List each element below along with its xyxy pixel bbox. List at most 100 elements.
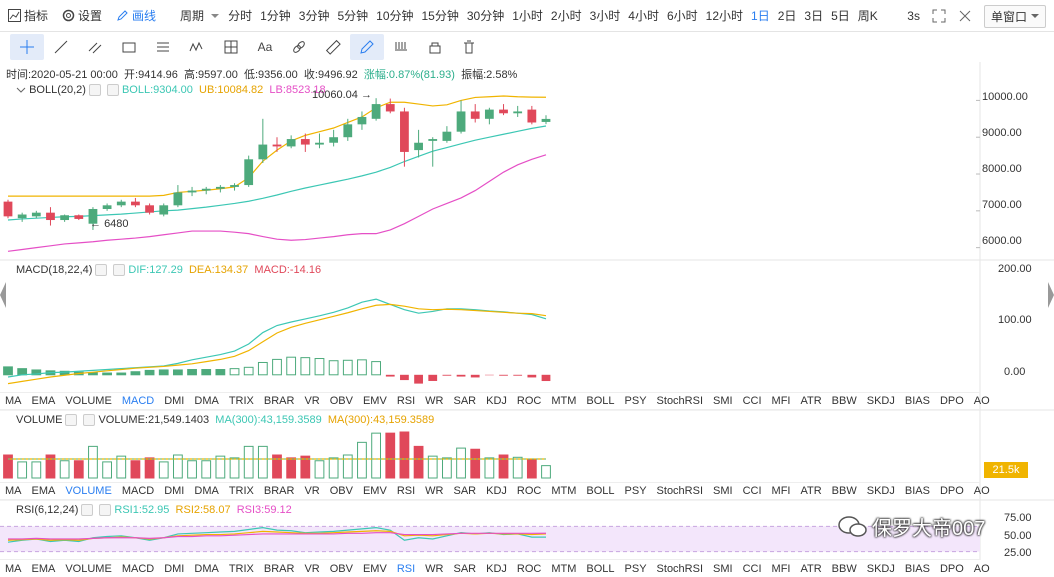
indicator-tab-macd[interactable]: MACD — [117, 485, 159, 497]
period-17[interactable]: 周K — [854, 7, 882, 24]
indicator-tab-dmi[interactable]: DMI — [159, 485, 189, 497]
close-icon[interactable] — [83, 414, 95, 426]
fullscreen-icon[interactable] — [932, 9, 946, 23]
period-10[interactable]: 4小时 — [624, 7, 663, 24]
indicator-tab-stochrsi[interactable]: StochRSI — [652, 485, 708, 497]
indicator-tab-ema[interactable]: EMA — [27, 485, 61, 497]
indicators-button[interactable]: 指标 — [8, 7, 48, 24]
horizontal-lines-tool[interactable] — [146, 34, 180, 60]
indicator-tab-mtm[interactable]: MTM — [546, 563, 581, 575]
indicator-tab-psy[interactable]: PSY — [620, 563, 652, 575]
indicator-tab-obv[interactable]: OBV — [325, 485, 358, 497]
indicator-tab-boll[interactable]: BOLL — [581, 485, 619, 497]
wave-tool[interactable] — [180, 34, 214, 60]
indicator-tab-wr[interactable]: WR — [420, 395, 448, 407]
indicator-tab-macd[interactable]: MACD — [117, 563, 159, 575]
indicator-tab-trix[interactable]: TRIX — [224, 563, 259, 575]
indicator-tab-dma[interactable]: DMA — [189, 395, 223, 407]
indicator-tab-mtm[interactable]: MTM — [546, 485, 581, 497]
indicator-tab-skdj[interactable]: SKDJ — [862, 563, 900, 575]
indicator-tab-sar[interactable]: SAR — [448, 563, 481, 575]
indicator-tab-macd[interactable]: MACD — [117, 395, 159, 407]
period-12[interactable]: 12小时 — [702, 7, 747, 24]
indicator-tab-cci[interactable]: CCI — [738, 485, 767, 497]
indicator-tab-mfi[interactable]: MFI — [767, 485, 796, 497]
indicator-tab-trix[interactable]: TRIX — [224, 395, 259, 407]
indicator-tab-ma[interactable]: MA — [0, 563, 27, 575]
indicator-tab-vr[interactable]: VR — [299, 563, 324, 575]
indicator-tab-atr[interactable]: ATR — [795, 395, 826, 407]
period-8[interactable]: 2小时 — [547, 7, 586, 24]
rectangle-tool[interactable] — [112, 34, 146, 60]
indicator-tab-obv[interactable]: OBV — [325, 395, 358, 407]
indicator-tab-ao[interactable]: AO — [969, 485, 995, 497]
indicator-tab-brar[interactable]: BRAR — [259, 563, 300, 575]
settings-icon[interactable] — [65, 414, 77, 426]
indicator-tab-bbw[interactable]: BBW — [827, 485, 862, 497]
period-1[interactable]: 1分钟 — [256, 7, 295, 24]
indicator-tab-mtm[interactable]: MTM — [546, 395, 581, 407]
indicator-tab-sar[interactable]: SAR — [448, 395, 481, 407]
window-mode-select[interactable]: 单窗口 — [984, 5, 1046, 28]
indicator-tab-bbw[interactable]: BBW — [827, 395, 862, 407]
indicator-tab-sar[interactable]: SAR — [448, 485, 481, 497]
draw-mode-tool[interactable] — [350, 34, 384, 60]
indicator-tab-atr[interactable]: ATR — [795, 485, 826, 497]
ruler-tool[interactable] — [316, 34, 350, 60]
indicator-tab-ema[interactable]: EMA — [27, 563, 61, 575]
indicator-tab-emv[interactable]: EMV — [358, 485, 392, 497]
indicator-tab-ema[interactable]: EMA — [27, 395, 61, 407]
indicator-tab-boll[interactable]: BOLL — [581, 395, 619, 407]
refresh-interval[interactable]: 3s — [907, 9, 920, 23]
line-tool[interactable] — [44, 34, 78, 60]
indicator-tab-dma[interactable]: DMA — [189, 563, 223, 575]
indicator-tab-stochrsi[interactable]: StochRSI — [652, 563, 708, 575]
period-0[interactable]: 分时 — [224, 7, 256, 24]
indicator-tab-rsi[interactable]: RSI — [392, 485, 420, 497]
indicator-tab-stochrsi[interactable]: StochRSI — [652, 395, 708, 407]
collapse-arrow-icon[interactable] — [16, 86, 26, 94]
indicator-tab-smi[interactable]: SMI — [708, 395, 738, 407]
indicator-tab-mfi[interactable]: MFI — [767, 563, 796, 575]
settings-icon[interactable] — [81, 504, 93, 516]
indicator-tab-ma[interactable]: MA — [0, 395, 27, 407]
grid-tool[interactable] — [214, 34, 248, 60]
indicator-tab-wr[interactable]: WR — [420, 563, 448, 575]
period-3[interactable]: 5分钟 — [333, 7, 372, 24]
period-16[interactable]: 5日 — [827, 7, 854, 24]
indicator-tab-brar[interactable]: BRAR — [259, 395, 300, 407]
close-icon[interactable] — [113, 264, 125, 276]
indicator-tab-bias[interactable]: BIAS — [900, 485, 935, 497]
indicator-tab-roc[interactable]: ROC — [512, 563, 546, 575]
settings-icon[interactable] — [95, 264, 107, 276]
indicator-tab-ma[interactable]: MA — [0, 485, 27, 497]
period-9[interactable]: 3小时 — [586, 7, 625, 24]
indicator-tab-dpo[interactable]: DPO — [935, 563, 969, 575]
link-tool[interactable] — [282, 34, 316, 60]
period-14[interactable]: 2日 — [774, 7, 801, 24]
indicator-tab-kdj[interactable]: KDJ — [481, 395, 512, 407]
indicator-tab-volume[interactable]: VOLUME — [60, 563, 116, 575]
draw-button[interactable]: 画线 — [116, 7, 156, 24]
indicator-tab-psy[interactable]: PSY — [620, 395, 652, 407]
indicator-tab-bbw[interactable]: BBW — [827, 563, 862, 575]
crosshair-tool[interactable] — [10, 34, 44, 60]
indicator-tab-psy[interactable]: PSY — [620, 485, 652, 497]
indicator-tab-skdj[interactable]: SKDJ — [862, 395, 900, 407]
period-13[interactable]: 1日 — [747, 7, 774, 24]
indicator-tab-vr[interactable]: VR — [299, 395, 324, 407]
parallel-tool[interactable] — [78, 34, 112, 60]
scroll-right-arrow[interactable] — [1048, 282, 1054, 308]
indicator-tab-emv[interactable]: EMV — [358, 563, 392, 575]
period-2[interactable]: 3分钟 — [295, 7, 334, 24]
indicator-tab-dmi[interactable]: DMI — [159, 563, 189, 575]
indicator-tab-cci[interactable]: CCI — [738, 395, 767, 407]
indicator-tab-rsi[interactable]: RSI — [392, 563, 420, 575]
indicator-tab-skdj[interactable]: SKDJ — [862, 485, 900, 497]
indicator-tab-dmi[interactable]: DMI — [159, 395, 189, 407]
indicator-tab-ao[interactable]: AO — [969, 395, 995, 407]
period-15[interactable]: 3日 — [800, 7, 827, 24]
indicator-tab-roc[interactable]: ROC — [512, 485, 546, 497]
indicator-tab-cci[interactable]: CCI — [738, 563, 767, 575]
indicator-tab-obv[interactable]: OBV — [325, 563, 358, 575]
